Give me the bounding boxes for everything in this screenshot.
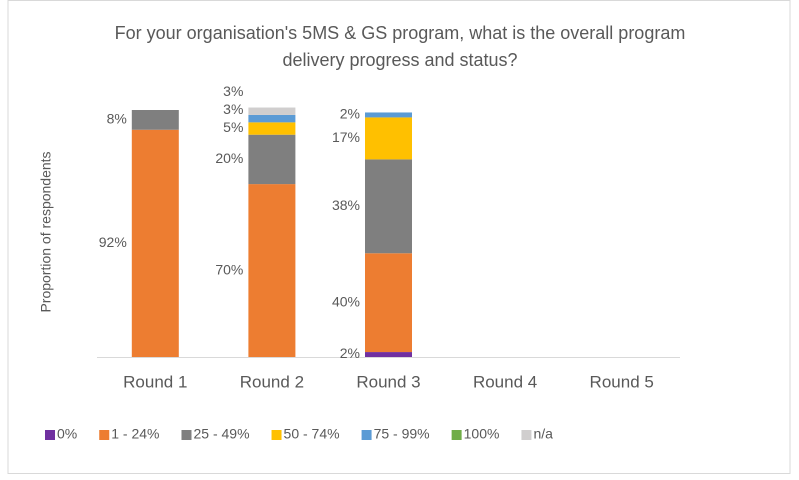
data-label: 20% [215, 150, 243, 166]
data-label: 38% [332, 197, 360, 213]
bar-segment [248, 122, 296, 135]
x-tick-label: Round 2 [240, 372, 304, 391]
bar-segment [365, 112, 412, 118]
legend-label: 0% [57, 426, 77, 442]
bar-segment [365, 253, 412, 353]
chart-title: For your organisation's 5MS & GS program… [114, 23, 686, 70]
legend-swatch [361, 430, 372, 440]
data-label: 70% [215, 261, 243, 277]
bar-segment [131, 129, 179, 357]
data-label: 5% [223, 119, 243, 135]
data-label: 2% [340, 106, 360, 122]
legend-label: 75 - 99% [374, 426, 430, 442]
legend-label: 50 - 74% [284, 426, 340, 442]
legend-swatch [521, 430, 532, 440]
legend-label: 1 - 24% [111, 426, 159, 442]
data-label: 8% [107, 111, 127, 127]
bar-segment [365, 117, 412, 160]
y-axis-label: Proportion of respondents [38, 151, 54, 312]
data-label: 40% [332, 293, 360, 309]
legend-swatch [271, 430, 282, 440]
legend-label: 25 - 49% [193, 426, 249, 442]
bar-segment [248, 107, 296, 115]
legend-swatch [181, 430, 192, 440]
bar-segment [248, 114, 296, 123]
bar-segment [248, 184, 296, 357]
x-tick-label: Round 1 [123, 372, 187, 391]
x-tick-label: Round 3 [356, 372, 420, 391]
data-label: 17% [332, 129, 360, 145]
x-tick-label: Round 5 [590, 372, 654, 391]
bar-segment [248, 134, 296, 185]
bar-segment [365, 159, 412, 254]
bar-segment [365, 352, 412, 357]
data-label: 2% [340, 345, 360, 361]
legend-label: n/a [533, 426, 553, 442]
legend-swatch [45, 430, 55, 440]
legend-label: 100% [464, 426, 500, 442]
legend-swatch [99, 430, 110, 440]
bar-segment [131, 110, 179, 130]
data-label: 3% [223, 83, 243, 99]
legend-swatch [451, 430, 462, 440]
x-tick-label: Round 4 [473, 372, 537, 391]
data-label: 92% [99, 234, 127, 250]
data-label: 3% [223, 101, 243, 117]
